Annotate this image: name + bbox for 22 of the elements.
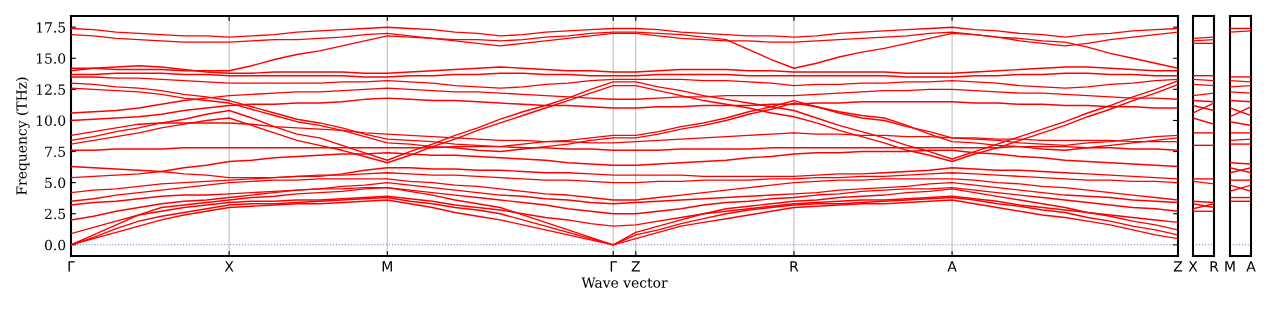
y-axis-title: Frequency (THz) xyxy=(16,77,30,195)
x-tick-label: R xyxy=(1210,261,1219,272)
x-tick-label: A xyxy=(947,261,957,272)
x-axis-title: Wave vector xyxy=(581,277,668,288)
x-tick-label: Γ xyxy=(68,261,75,272)
x-tick-label: Z xyxy=(631,261,640,272)
x-tick-label: M xyxy=(1225,261,1235,272)
x-tick-label: M xyxy=(382,261,392,272)
y-tick-label: 5.0 xyxy=(45,177,66,189)
x-tick-label: A xyxy=(1246,261,1256,272)
y-tick-label: 17.5 xyxy=(36,22,66,33)
x-tick-label: X xyxy=(1188,261,1198,272)
y-tick-label: 12.5 xyxy=(36,84,66,95)
x-tick-label: Z xyxy=(1173,261,1183,272)
y-tick-label: 7.5 xyxy=(45,146,66,158)
y-tick-label: 0.0 xyxy=(44,239,66,251)
x-tick-label: X xyxy=(224,261,234,272)
y-tick-label: 15.0 xyxy=(36,53,66,64)
y-tick-label: 2.5 xyxy=(44,208,66,220)
x-tick-label: Γ xyxy=(610,261,617,272)
y-tick-label: 10.0 xyxy=(36,115,66,126)
x-tick-label: R xyxy=(790,261,799,272)
